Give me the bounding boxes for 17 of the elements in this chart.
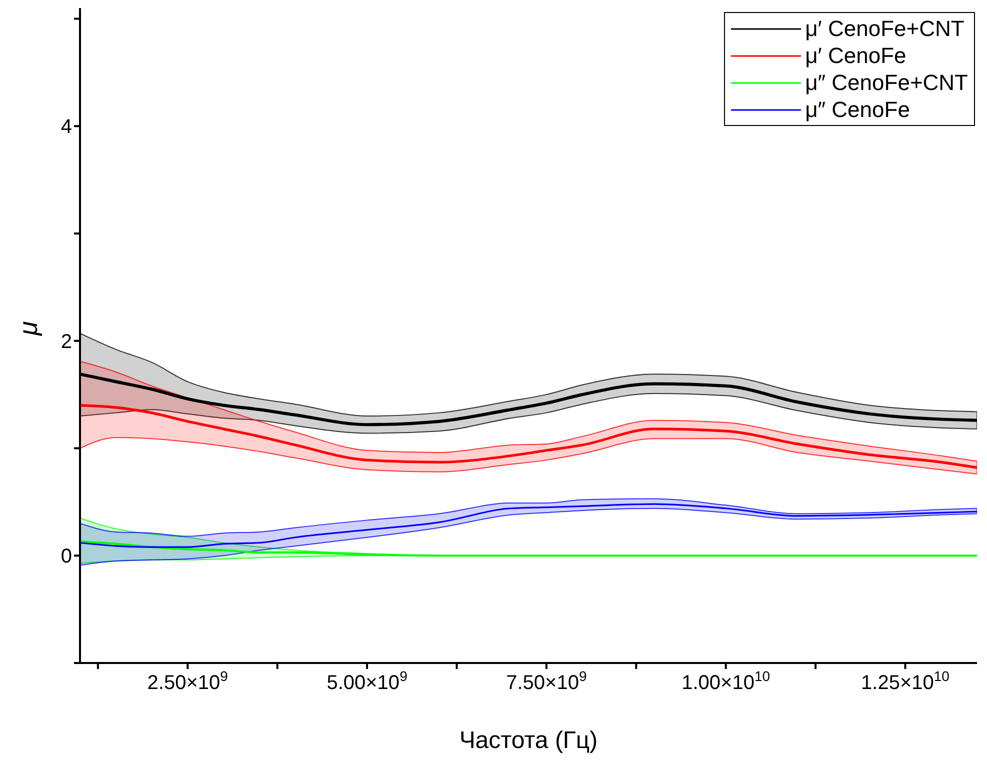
x-tick-label: 7.50×10$^{9}$ <box>506 668 587 694</box>
legend-label: μ′ CenoFe <box>805 42 906 69</box>
legend-label: μ′ CenoFe+CNT <box>805 15 964 42</box>
legend-label: μ″ CenoFe+CNT <box>805 69 968 96</box>
y-tick-label: 2 <box>60 330 72 353</box>
y-axis-title: μ <box>13 321 44 336</box>
y-tick-label: 0 <box>60 546 72 568</box>
legend-label: μ″ CenoFe <box>805 96 910 123</box>
x-tick-label: 5.00×10$^{9}$ <box>326 668 408 694</box>
x-tick-label: 2.50×10$^{9}$ <box>147 668 228 694</box>
x-tick-label: 1.25×10$^{10}$ <box>861 668 950 694</box>
x-axis-title: Частота (Гц) <box>459 727 598 754</box>
line-series <box>80 404 977 469</box>
y-tick-label: 4 <box>60 116 72 138</box>
line-series <box>80 503 977 548</box>
line-series <box>80 540 977 557</box>
x-tick-label: 1.00×10$^{10}$ <box>682 668 770 694</box>
